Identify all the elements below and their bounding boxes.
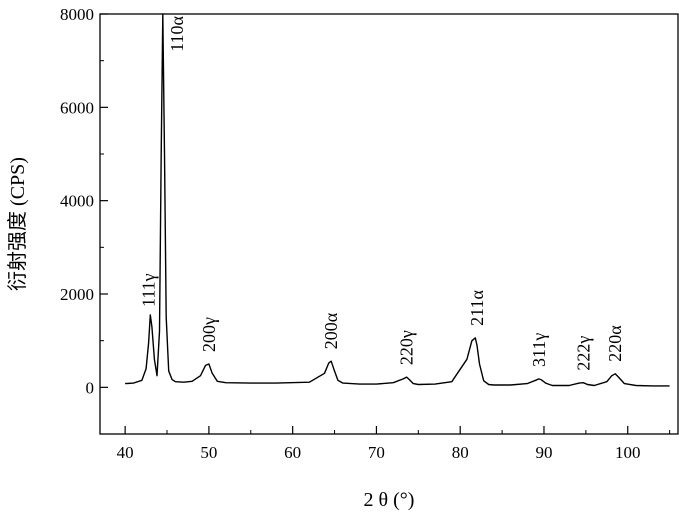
x-tick-label: 50: [200, 443, 217, 462]
x-axis-ticks: 40 50 60 70 80 90 100: [117, 426, 670, 462]
x-tick-label: 40: [117, 443, 134, 462]
peak-label: 200α: [321, 312, 341, 349]
y-axis-title: 衍射强度 (CPS): [6, 157, 29, 291]
x-tick-label: 80: [452, 443, 469, 462]
y-axis-ticks: 0 2000 4000 6000 8000: [60, 5, 108, 434]
x-tick-label: 90: [535, 443, 552, 462]
peak-label: 220γ: [397, 330, 417, 365]
y-tick-label: 0: [86, 378, 95, 397]
y-tick-label: 8000: [60, 5, 94, 24]
peak-label: 111γ: [138, 273, 158, 307]
peak-label: 110α: [167, 15, 187, 51]
x-tick-label: 100: [615, 443, 641, 462]
peak-label: 222γ: [573, 336, 593, 371]
peak-label: 311γ: [529, 333, 549, 367]
x-tick-label: 70: [368, 443, 385, 462]
y-tick-label: 4000: [60, 192, 94, 211]
peak-label: 220α: [605, 325, 625, 362]
peak-label: 211α: [467, 290, 487, 326]
peak-annotations: 111γ 110α 200γ 200α 220γ 211α 311γ 222γ 220α: [138, 15, 625, 370]
x-tick-label: 60: [284, 443, 301, 462]
peak-label: 200γ: [199, 317, 219, 352]
y-tick-label: 2000: [60, 285, 94, 304]
x-axis-title: 2 θ (°): [364, 489, 415, 511]
y-tick-label: 6000: [60, 98, 94, 117]
